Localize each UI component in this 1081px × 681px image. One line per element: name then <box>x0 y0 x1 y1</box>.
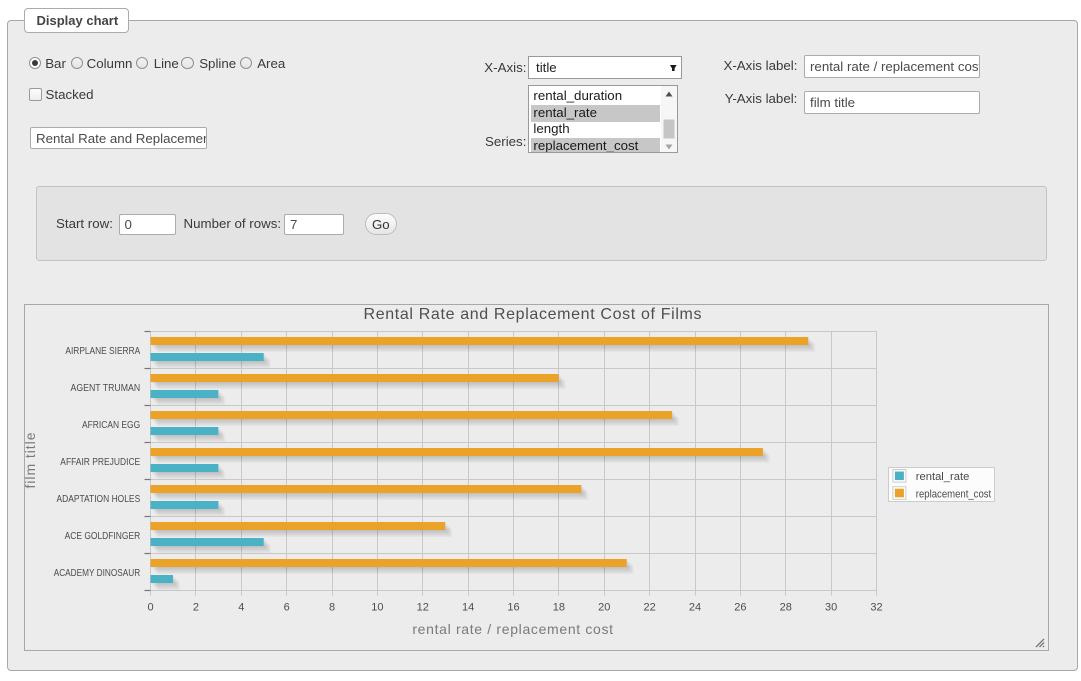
svg-text:26: 26 <box>734 601 746 613</box>
svg-text:replacement_cost: replacement_cost <box>916 488 991 500</box>
svg-text:ACADEMY DINOSAUR: ACADEMY DINOSAUR <box>54 568 141 579</box>
svg-text:18: 18 <box>553 601 565 613</box>
svg-text:20: 20 <box>598 601 610 613</box>
svg-text:8: 8 <box>329 601 335 613</box>
svg-text:Rental Rate and Replacement Co: Rental Rate and Replacement Cost of Film… <box>364 306 702 323</box>
svg-text:30: 30 <box>825 601 837 613</box>
svg-text:rental rate / replacement cost: rental rate / replacement cost <box>412 621 613 637</box>
svg-text:6: 6 <box>284 601 290 613</box>
svg-text:14: 14 <box>462 601 474 613</box>
svg-text:rental_rate: rental_rate <box>916 471 970 483</box>
svg-text:28: 28 <box>780 601 792 613</box>
svg-text:AGENT TRUMAN: AGENT TRUMAN <box>71 383 141 394</box>
svg-text:22: 22 <box>644 601 656 613</box>
svg-text:16: 16 <box>507 601 519 613</box>
svg-text:film title: film title <box>24 432 38 488</box>
svg-text:24: 24 <box>689 601 701 613</box>
svg-text:32: 32 <box>870 601 882 613</box>
svg-text:4: 4 <box>238 601 244 613</box>
svg-text:AFFAIR PREJUDICE: AFFAIR PREJUDICE <box>60 457 140 468</box>
svg-text:0: 0 <box>147 601 153 613</box>
svg-text:12: 12 <box>417 601 429 613</box>
svg-text:AFRICAN EGG: AFRICAN EGG <box>82 420 140 431</box>
svg-text:AIRPLANE SIERRA: AIRPLANE SIERRA <box>65 346 140 357</box>
svg-text:ADAPTATION HOLES: ADAPTATION HOLES <box>57 494 141 505</box>
svg-text:2: 2 <box>193 601 199 613</box>
svg-text:ACE GOLDFINGER: ACE GOLDFINGER <box>65 531 141 542</box>
svg-text:10: 10 <box>371 601 383 613</box>
